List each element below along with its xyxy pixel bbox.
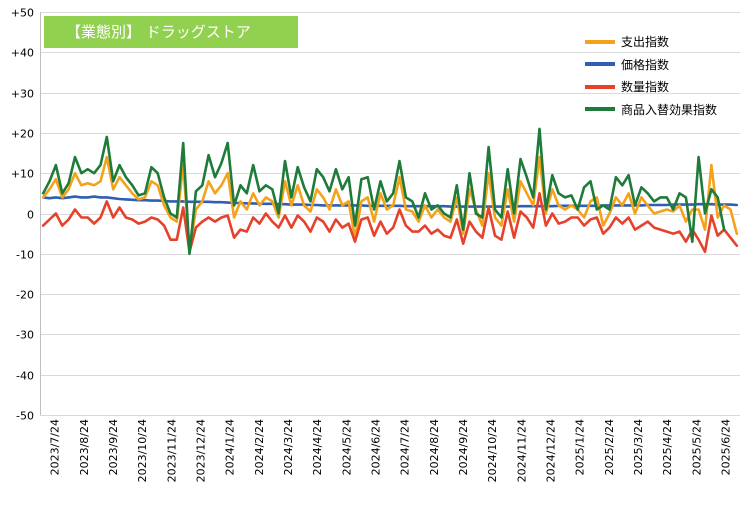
y-tick-label: 0 [27,209,34,222]
x-tick-label: 2025/3/24 [632,419,645,475]
y-tick-label: +10 [11,168,34,181]
x-tick-label: 2024/1/24 [224,419,237,475]
y-tick-label: +30 [11,88,34,101]
legend-label-price: 価格指数 [621,57,670,72]
x-axis-tick-labels: 2023/7/24 2023/8/24 2023/9/24 2023/10/24 202… [49,419,733,482]
x-tick-label: 2024/2/24 [253,419,266,475]
gridlines [40,12,740,416]
x-tick-label: 2024/3/24 [282,419,295,475]
x-tick-label: 2025/5/24 [690,419,703,475]
x-tick-label: 2023/12/24 [194,419,207,482]
legend-label-product-replacement: 商品入替効果指数 [621,102,718,117]
y-tick-label: -30 [16,329,34,342]
legend-item-price: 価格指数 [585,57,717,80]
y-tick-label: -10 [16,249,34,262]
series-lines [41,127,739,256]
x-tick-label: 2024/6/24 [369,419,382,475]
x-tick-label: 2025/2/24 [603,419,616,475]
legend-item-spending: 支出指数 [585,34,717,57]
y-tick-label: +40 [11,47,34,60]
legend-label-spending: 支出指数 [621,35,670,49]
y-tick-label: -40 [16,370,34,383]
x-tick-label: 2023/8/24 [78,419,91,475]
x-tick-label: 2025/6/24 [719,419,732,475]
x-tick-label: 2024/5/24 [340,419,353,475]
x-tick-label: 2024/11/24 [515,419,528,482]
y-tick-label: +20 [11,128,34,141]
y-axis-tick-labels: +50 +40 +30 +20 +10 0 -10 -20 -30 -40 -50 [11,7,34,423]
legend-label-quantity: 数量指数 [621,80,670,94]
series-line-3 [41,127,726,256]
series-line-0 [41,155,739,252]
x-tick-label: 2024/8/24 [428,419,441,475]
x-tick-label: 2024/7/24 [399,419,412,475]
x-tick-label: 2025/1/24 [574,419,587,475]
x-tick-label: 2024/9/24 [457,419,470,475]
legend-item-product-replacement: 商品入替効果指数 [585,102,717,125]
legend-item-quantity: 数量指数 [585,79,717,102]
x-tick-label: 2024/4/24 [311,419,324,475]
legend-swatch-price [585,62,615,66]
x-tick-label: 2024/12/24 [544,419,557,482]
y-tick-label: -20 [16,289,34,302]
legend-swatch-quantity [585,84,615,89]
x-tick-label: 2023/7/24 [49,419,62,475]
legend-swatch-product-replacement [585,107,615,111]
x-tick-label: 2023/11/24 [165,419,178,482]
x-tick-label: 2024/10/24 [486,419,499,482]
x-tick-label: 2023/10/24 [136,419,149,482]
chart-title: 【業態別】 ドラッグストア [44,16,298,48]
y-tick-label: +50 [11,7,34,20]
x-tick-label: 2025/4/24 [661,419,674,475]
series-line-2 [41,192,739,254]
x-tick-label: 2023/9/24 [107,419,120,475]
y-tick-label: -50 [16,410,34,423]
legend: 支出指数 価格指数 数量指数 商品入替効果指数 [585,34,717,124]
legend-swatch-spending [585,39,615,44]
